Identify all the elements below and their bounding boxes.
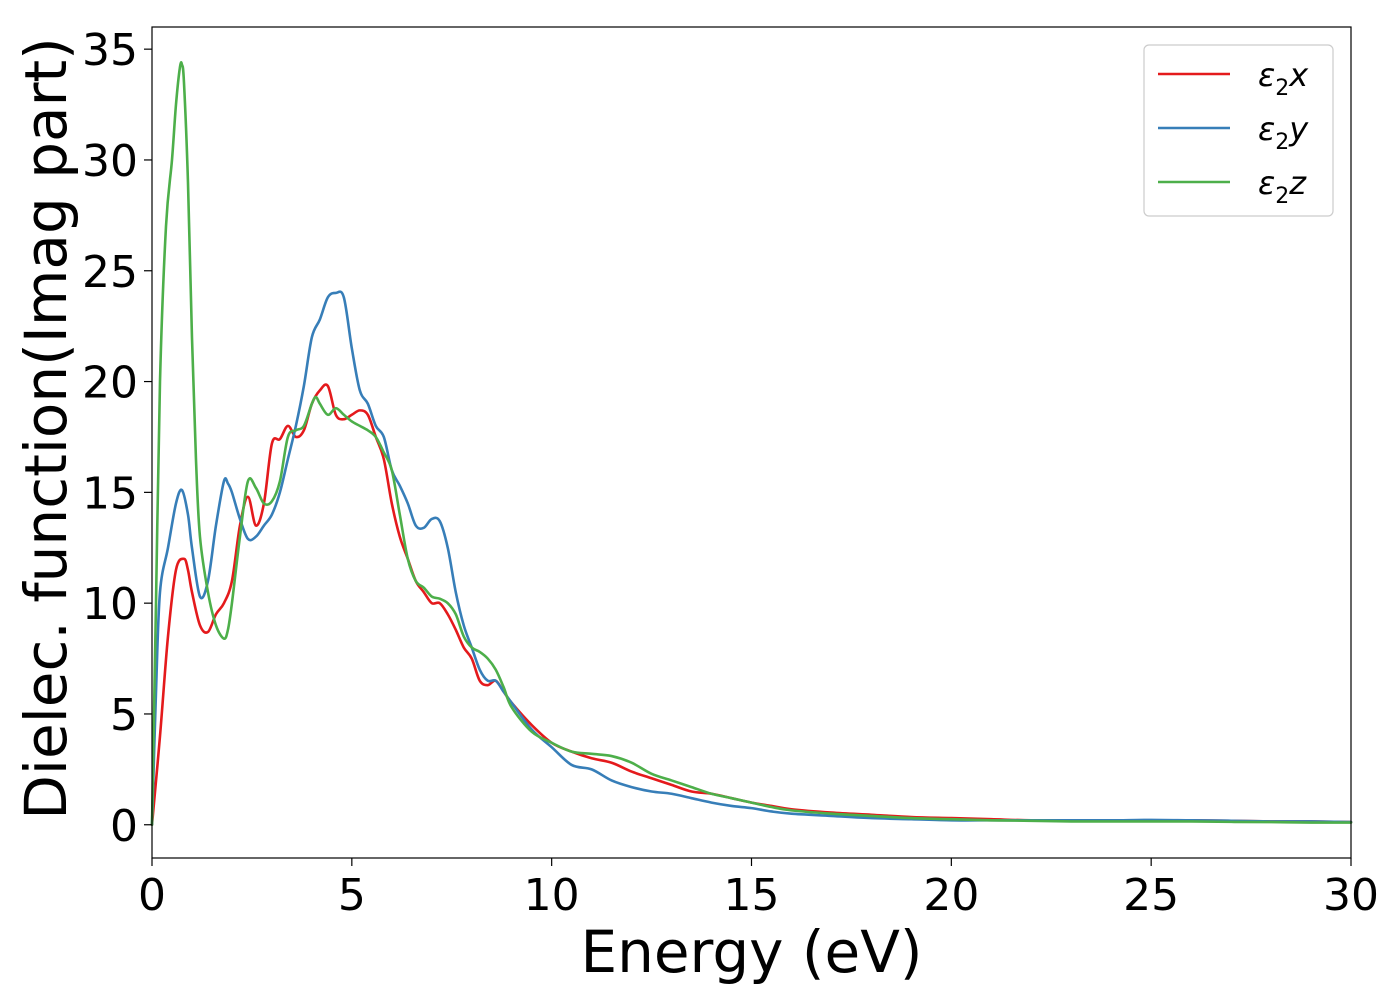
legend-label: ε2y xyxy=(1258,110,1309,155)
series-line-y xyxy=(150,290,1353,827)
x-tick-label: 10 xyxy=(524,870,580,921)
legend: ε2x ε2y ε2z xyxy=(1143,44,1334,217)
x-tick-label: 20 xyxy=(923,870,979,921)
y-tick-label: 10 xyxy=(82,579,138,630)
y-axis-title: Dielec. function(Imag part) xyxy=(12,37,80,820)
y-tick-label: 30 xyxy=(82,136,138,187)
x-tick-label: 0 xyxy=(138,870,166,921)
x-tick-label: 30 xyxy=(1323,870,1379,921)
x-axis-title: Energy (eV) xyxy=(580,918,922,986)
series-line-z xyxy=(150,61,1353,827)
series-layer xyxy=(150,61,1353,827)
x-tick-label: 25 xyxy=(1123,870,1179,921)
legend-label: ε2z xyxy=(1258,164,1307,209)
legend-item-x: ε2x xyxy=(1158,56,1309,101)
y-tick-label: 35 xyxy=(82,25,138,76)
ticks-layer: 0 5 10 15 20 25 30 0 5 10 15 20 25 30 35 xyxy=(82,25,1379,921)
legend-item-y: ε2y xyxy=(1158,110,1309,155)
x-tick-label: 5 xyxy=(338,870,366,921)
legend-items: ε2x ε2y ε2z xyxy=(1158,56,1309,209)
y-tick-label: 25 xyxy=(82,247,138,298)
legend-item-z: ε2z xyxy=(1158,164,1307,209)
y-tick-label: 5 xyxy=(110,690,138,741)
y-tick-label: 20 xyxy=(82,358,138,409)
x-tick-label: 15 xyxy=(724,870,780,921)
legend-label: ε2x xyxy=(1258,56,1309,101)
legend-box xyxy=(1143,44,1334,217)
y-tick-label: 15 xyxy=(82,468,138,519)
series-line-x xyxy=(150,383,1353,827)
y-tick-label: 0 xyxy=(110,801,138,852)
